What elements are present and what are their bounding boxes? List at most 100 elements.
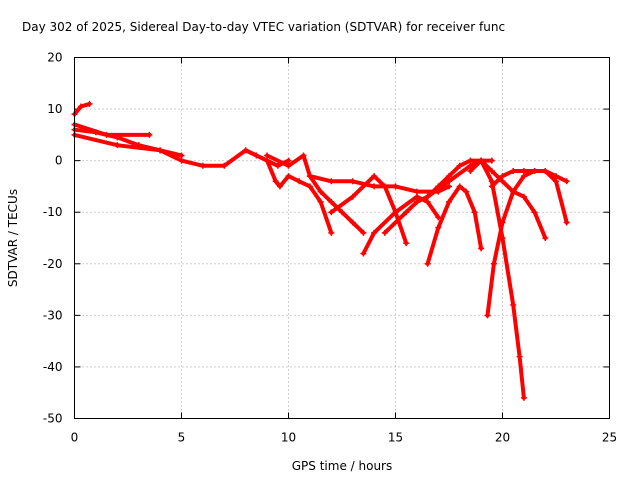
data-point	[553, 178, 559, 185]
series-trace-d	[72, 132, 184, 158]
data-point	[520, 167, 527, 174]
data-point	[317, 188, 324, 195]
data-point	[371, 173, 378, 180]
data-point	[488, 157, 495, 164]
data-point	[424, 198, 431, 205]
data-point	[86, 100, 93, 107]
data-point	[285, 157, 292, 164]
data-point	[276, 183, 283, 190]
x-axis-label: GPS time / hours	[292, 459, 393, 473]
data-points	[71, 100, 570, 401]
series-trace-j	[382, 158, 494, 235]
data-point	[199, 162, 206, 169]
series-trace-o	[468, 158, 526, 400]
data-point	[456, 183, 463, 190]
data-point	[328, 198, 335, 205]
data-point	[328, 178, 335, 185]
data-point	[490, 260, 497, 267]
data-point	[296, 178, 303, 185]
data-point	[435, 224, 442, 231]
series-trace-i	[361, 194, 441, 256]
data-point	[392, 209, 399, 216]
data-point	[446, 173, 452, 180]
y-tick-label: -10	[43, 205, 63, 219]
y-axis-label: SDTVAR / TECUs	[6, 189, 20, 287]
data-point	[300, 152, 307, 159]
y-tick-label: 20	[47, 51, 62, 65]
data-point	[478, 245, 485, 252]
data-point	[542, 167, 549, 174]
data-point	[103, 131, 110, 138]
data-point	[510, 188, 517, 195]
x-tick-label: 5	[178, 431, 186, 445]
data-point	[349, 219, 356, 226]
data-point	[499, 235, 506, 241]
data-point	[435, 214, 442, 221]
data-point	[274, 162, 281, 169]
axis-ticks: 0 5 10 15 20 25 20 10 0 -10 -20 -30 -40 -50	[43, 51, 617, 445]
data-point	[488, 167, 495, 174]
data-point	[381, 183, 388, 190]
data-point	[349, 193, 356, 200]
data-point	[349, 178, 356, 185]
data-point	[360, 250, 367, 257]
data-point	[242, 147, 249, 154]
data-point	[403, 240, 410, 247]
data-point	[563, 178, 570, 185]
series-trace-l	[425, 158, 548, 240]
data-point	[306, 183, 313, 190]
data-point	[392, 183, 399, 190]
data-point	[467, 162, 474, 169]
data-point	[317, 198, 324, 205]
data-point	[516, 353, 523, 360]
data-point	[381, 229, 388, 236]
y-tick-label: -40	[43, 360, 63, 374]
x-tick-label: 25	[602, 431, 617, 445]
y-tick-label: -30	[43, 308, 63, 322]
y-tick-label: -50	[43, 412, 63, 426]
data-point	[306, 173, 313, 180]
data-point	[471, 209, 478, 216]
data-point	[467, 157, 474, 164]
data-point	[488, 178, 495, 185]
data-point	[403, 209, 410, 216]
data-point	[510, 302, 517, 309]
data-point	[553, 173, 559, 180]
data-point	[499, 173, 506, 180]
data-point	[285, 162, 292, 169]
data-point	[146, 131, 153, 138]
data-point	[446, 183, 452, 190]
data-point	[542, 235, 549, 241]
series-trace-k	[425, 184, 484, 266]
data-point	[484, 312, 491, 319]
data-point	[531, 209, 538, 216]
series-trace-h	[329, 174, 409, 246]
data-point	[221, 162, 228, 169]
grid-lines	[74, 57, 610, 419]
data-point	[510, 167, 517, 174]
data-point	[456, 162, 463, 169]
data-point	[328, 209, 335, 216]
chart-title: Day 302 of 2025, Sidereal Day-to-day VTE…	[22, 20, 505, 34]
data-point	[463, 188, 470, 195]
series-trace-c	[72, 122, 152, 137]
data-point	[178, 157, 185, 164]
data-point	[531, 167, 538, 174]
data-point	[499, 178, 506, 185]
data-point	[424, 260, 431, 267]
data-point	[413, 193, 420, 200]
data-point	[264, 157, 271, 164]
x-tick-label: 20	[495, 431, 510, 445]
data-point	[157, 147, 164, 154]
data-point	[328, 229, 335, 236]
data-point	[424, 193, 431, 200]
data-point	[272, 178, 279, 185]
data-point	[563, 219, 570, 226]
data-point	[360, 229, 367, 236]
data-point	[413, 198, 420, 205]
data-point	[178, 152, 185, 159]
data-point	[520, 173, 527, 180]
data-point	[285, 173, 292, 180]
series-trace-m	[489, 169, 569, 225]
y-tick-label: 0	[55, 154, 63, 168]
